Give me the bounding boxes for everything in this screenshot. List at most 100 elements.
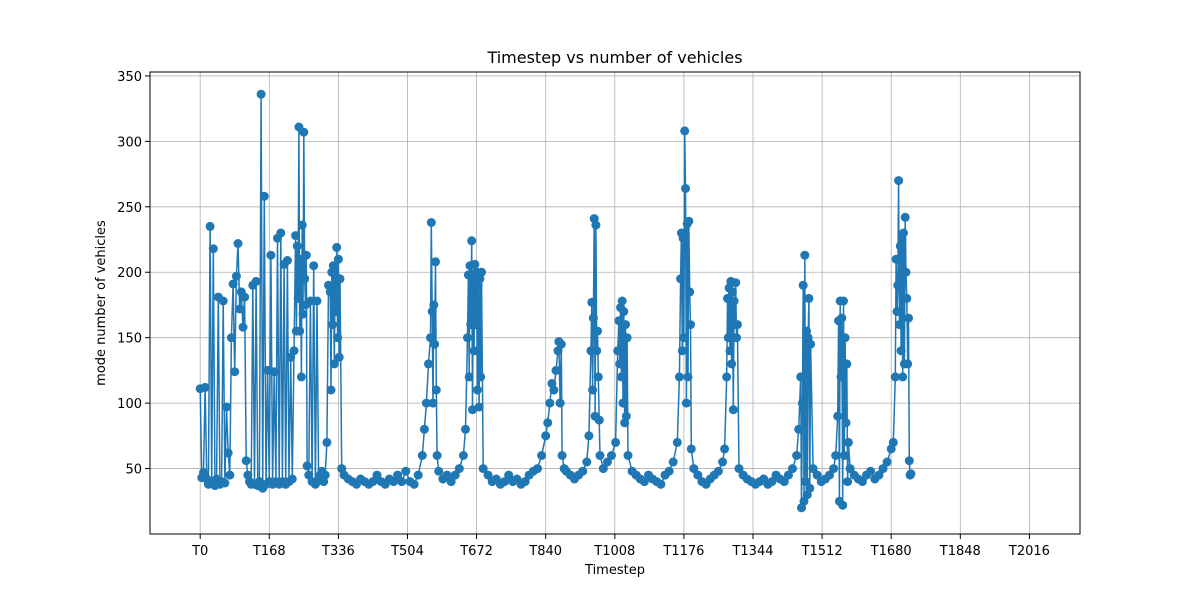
data-point [678,233,688,243]
data-point [291,231,301,241]
data-point [800,250,810,260]
data-point [812,470,822,480]
y-tick-label: 250 [117,201,142,216]
data-point [368,477,378,487]
data-point [618,398,628,408]
data-point [732,320,742,330]
data-point [837,313,847,323]
data-point [674,372,684,382]
data-point [305,296,315,306]
data-point [728,405,738,415]
data-point [656,479,666,489]
data-point [429,300,439,310]
data-point [681,184,690,193]
series-layer [195,89,916,513]
data-point [686,444,696,454]
data-point [866,466,876,476]
y-tick-label: 50 [125,463,142,478]
data-point [898,372,908,382]
data-point [677,346,687,356]
data-point [896,346,906,356]
data-point [899,228,908,238]
data-point [689,464,699,474]
data-point [622,333,632,343]
x-tick-label: T2016 [1008,544,1050,559]
data-point [874,470,884,480]
data-point [584,431,594,441]
data-point [588,385,598,395]
data-point [621,320,630,330]
y-tick-label: 100 [117,397,142,412]
data-point [543,418,553,428]
data-point [556,339,566,349]
data-point [208,244,218,254]
data-point [223,448,233,458]
data-point [891,254,901,264]
chart-title: Timestep vs number of vehicles [486,48,742,67]
data-point [676,274,686,284]
data-point [825,470,834,480]
data-point [734,464,744,474]
data-point [882,457,892,467]
data-point [419,424,429,434]
data-point [434,466,444,476]
data-point [292,241,302,251]
data-point [888,437,898,447]
data-point [894,176,904,186]
data-point [617,296,627,306]
axis-layer: T0 T168 T336 T504 T672 T840 T1008 T1176 T1344 T15… [117,70,1050,559]
data-point [450,470,460,480]
data-point [857,477,867,487]
data-point [767,477,777,487]
data-point [325,287,335,297]
data-point [829,464,839,474]
data-point [297,220,307,230]
data-point [587,297,597,307]
data-point [300,274,310,284]
data-point [616,372,626,382]
data-point [619,307,629,316]
data-point [426,218,436,227]
data-point [788,464,797,474]
data-point [464,372,474,382]
data-point [720,444,730,454]
data-point [611,437,621,447]
data-point [259,191,269,201]
data-point [463,333,472,343]
data-point [613,346,623,356]
data-point [607,451,616,460]
data-point [664,466,674,476]
data-point [545,398,555,408]
data-point [639,477,649,487]
data-point [289,346,299,356]
data-point [504,470,514,480]
data-point [843,477,853,487]
data-point [331,307,341,316]
data-point [476,372,486,382]
data-point [672,437,682,447]
data-point [878,464,888,474]
data-point [668,457,678,467]
x-tick-label: T0 [191,544,208,559]
data-point [393,470,403,480]
x-tick-label: T336 [321,544,355,559]
data-point [446,477,456,487]
data-point [541,431,551,441]
data-point [469,346,479,356]
data-point [718,457,728,467]
data-point [322,437,332,447]
data-point [299,127,309,137]
data-point [892,307,902,316]
data-point [902,293,912,303]
x-tick-label: T672 [459,544,493,559]
data-point [225,470,235,480]
data-point [693,470,703,480]
data-point [839,451,849,460]
data-point [797,398,807,408]
data-point [520,477,530,487]
data-point [424,359,433,369]
data-point [241,456,251,466]
data-point [428,398,438,408]
data-point [470,259,480,269]
